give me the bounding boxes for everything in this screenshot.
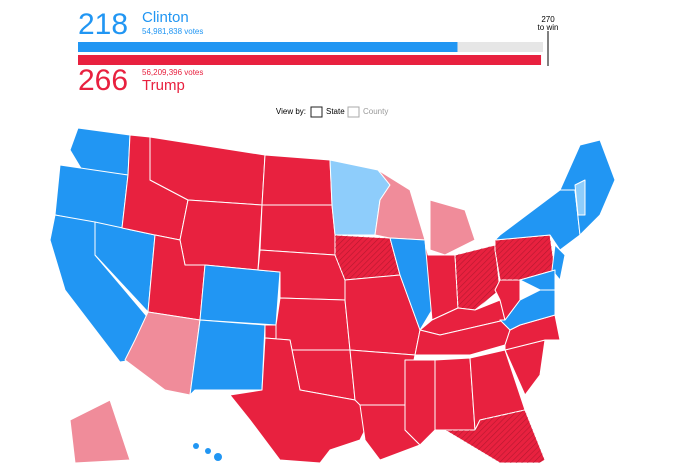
state (199, 264, 281, 326)
threshold-value: 270 (541, 15, 555, 24)
state (389, 237, 433, 331)
trump-electoral-votes: 266 (78, 64, 128, 97)
state (259, 204, 336, 256)
state (574, 179, 586, 216)
trump-popular-votes: 56,209,396 votes (142, 68, 203, 77)
state-hatch (445, 410, 545, 463)
state (261, 154, 333, 206)
state (429, 199, 476, 256)
state (374, 169, 426, 241)
clinton-electoral-votes: 218 (78, 8, 128, 41)
view-toggle: View by: State County (276, 106, 388, 118)
hawaii-island (214, 453, 222, 461)
state-option[interactable]: State (326, 107, 345, 116)
us-map (49, 127, 616, 463)
hawaii-island (193, 443, 199, 449)
state (179, 199, 263, 271)
state (434, 357, 476, 431)
state-hatch (335, 235, 400, 280)
clinton-name: Clinton (142, 9, 189, 26)
state (404, 359, 436, 446)
view-by-label: View by: (276, 107, 306, 116)
clinton-popular-votes: 54,981,838 votes (142, 27, 203, 36)
county-option[interactable]: County (363, 107, 388, 116)
clinton-bar (78, 42, 458, 52)
state-hatch (455, 245, 500, 310)
trump-name: Trump (142, 77, 185, 94)
state-hatch (495, 235, 555, 280)
state-checkbox[interactable] (310, 106, 323, 118)
hawaii-island (205, 448, 211, 454)
threshold-label: to win (538, 23, 559, 32)
header: 218 Clinton 54,981,838 votes 266 56,209,… (78, 8, 558, 97)
state (189, 319, 266, 396)
state (69, 399, 131, 463)
state (519, 269, 556, 291)
county-checkbox[interactable] (347, 106, 360, 118)
trump-bar (78, 55, 542, 65)
